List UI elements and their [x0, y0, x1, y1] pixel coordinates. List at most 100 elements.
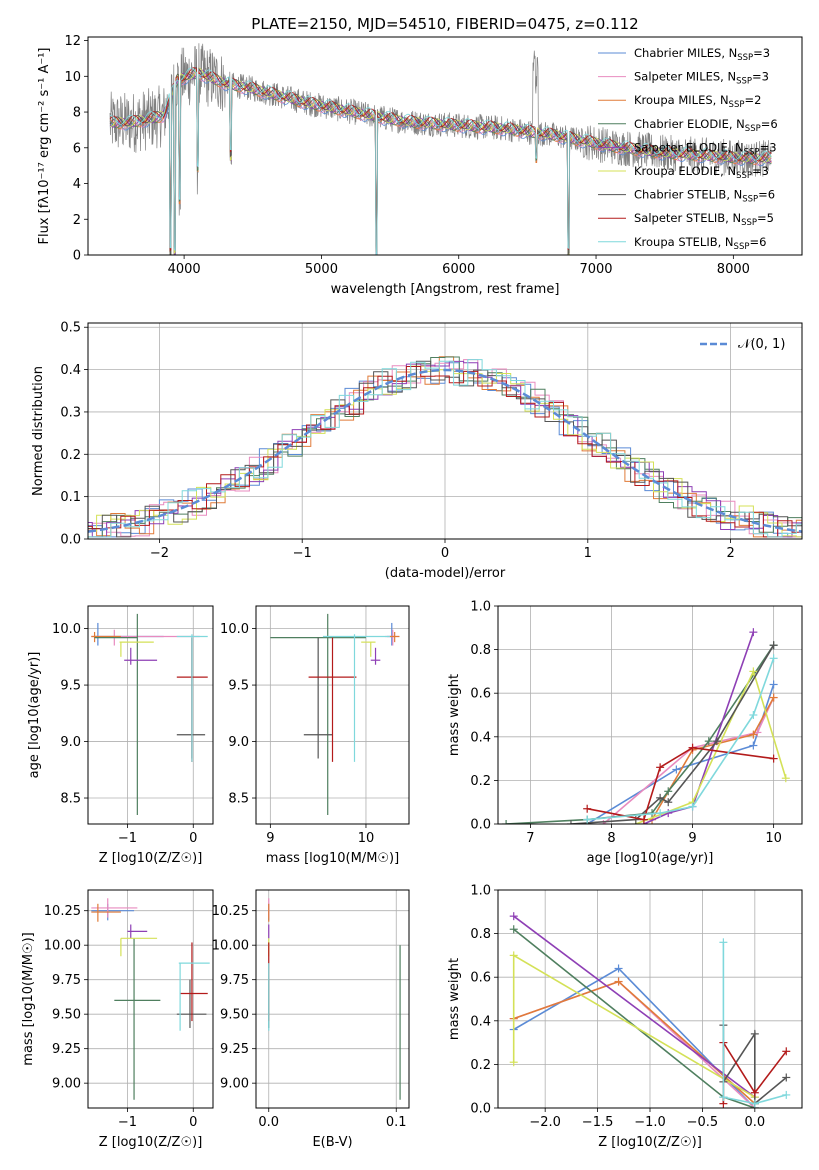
weight-marker: [769, 754, 778, 763]
legend-label-1: Salpeter MILES, NSSP=3: [634, 70, 769, 87]
x-tick-label: −2: [150, 546, 169, 561]
y-tick-label: 10.25: [212, 904, 249, 919]
weight-marker: [712, 737, 721, 746]
errorbar-point-2: [389, 631, 400, 643]
y-axis-label: mass weight: [447, 958, 462, 1040]
errorbar-point-3: [94, 613, 138, 815]
legend-label-sub: SSP: [744, 147, 760, 157]
x-axis-label: (data-model)/error: [385, 566, 506, 581]
axes-frame: [87, 36, 803, 256]
weight-series-6: [570, 644, 775, 824]
y-tick-label: 9.50: [52, 1008, 81, 1023]
legend-label-sub: SSP: [734, 242, 750, 252]
weight-series-5: [635, 669, 787, 824]
errorbar-point-4: [127, 924, 148, 939]
plot-area-weight-vs-age: [502, 628, 790, 824]
weight-marker: [656, 793, 665, 802]
x-tick-label: 4000: [168, 262, 201, 277]
weight-marker: [656, 763, 665, 772]
observed-spectrum: [109, 43, 772, 255]
x-tick-label: 0.0: [258, 1115, 279, 1130]
legend-label-suffix: =3: [752, 70, 769, 84]
legend-label-suffix: =5: [757, 211, 774, 225]
model-spectrum-1: [109, 71, 772, 255]
plot-layer: 4000 5000 6000 7000 8000024681012wavelength …: [21, 34, 803, 1150]
x-tick-label: 0.1: [386, 1115, 407, 1130]
weight-series-3: [506, 644, 775, 824]
grid-mass-vs-EBV: [256, 890, 409, 1108]
legend-label-suffix: =3: [752, 164, 769, 178]
x-tick-label: 9: [266, 831, 274, 846]
panel-age-vs-mass: 9 10 8.5 9.0 9.5 10.0 mass [log10(M/M☉)]: [220, 605, 410, 866]
weight-series-1: [602, 697, 775, 824]
axes-frame: [87, 322, 803, 540]
weight-marker: [583, 804, 592, 813]
errorbar-point-1: [91, 898, 138, 918]
weight-marker: [656, 809, 665, 818]
x-tick-label: 5000: [305, 262, 338, 277]
x-tick-label: −1.5: [582, 1115, 614, 1130]
axes-frame: [497, 605, 803, 825]
y-tick-label: 0.1: [60, 490, 81, 505]
legend-label-text: Kroupa MILES, N: [634, 93, 729, 107]
legend-label-text: Kroupa STELIB, N: [634, 235, 734, 249]
x-tick-label: −1: [118, 831, 137, 846]
model-spectrum-8: [109, 67, 772, 255]
legend-label-7: Salpeter STELIB, NSSP=5: [634, 211, 774, 228]
legend-label-suffix: =6: [761, 117, 778, 131]
y-tick-label: 2: [73, 213, 81, 228]
x-axis-label: wavelength [Angstrom, rest frame]: [331, 282, 560, 297]
panel-mass-vs-Z: −1 0 9.00 9.25 9.50 9.75 10.00 10.25 Z [log10(Z/…: [21, 889, 214, 1150]
y-tick-label: 0.4: [60, 363, 81, 378]
panel-weight-vs-Z: −2.0 −1.5 −1.0 −0.5 0.0 0.0 0.2 0.4 0.6 0.8 1.0 Z […: [447, 884, 803, 1150]
axes-frame: [87, 605, 214, 825]
histogram-6: [88, 360, 802, 538]
y-tick-label: 0.2: [470, 1058, 491, 1073]
weight-marker: [509, 1058, 518, 1067]
weight-marker: [688, 802, 697, 811]
weight-marker: [749, 628, 758, 637]
y-tick-label: 0.2: [60, 448, 81, 463]
legend-label-5: Kroupa ELODIE, NSSP=3: [634, 164, 769, 181]
y-tick-label: 0.8: [470, 643, 491, 658]
weight-marker: [749, 741, 758, 750]
legend-label-2: Kroupa MILES, NSSP=2: [634, 93, 761, 110]
weight-marker: [639, 815, 648, 824]
histogram-7: [88, 366, 802, 538]
errorbar-point-6: [303, 637, 333, 759]
panel-mass-vs-EBV: 0.0 0.1 9.00 9.25 9.50 9.75 10.00 10.25 E(B-V): [212, 889, 410, 1150]
plot-area-residuals: [88, 356, 802, 538]
legend-label-4: Salpeter ELODIE, NSSP=3: [634, 140, 777, 157]
y-tick-label: 1.0: [470, 600, 491, 615]
x-axis-label: Z [log10(Z/Z☉)]: [99, 851, 203, 866]
y-tick-label: 0.5: [60, 321, 81, 336]
x-tick-label: 9: [688, 831, 696, 846]
x-tick-label: −1: [118, 1115, 137, 1130]
legend-label-0: Chabrier MILES, NSSP=3: [634, 46, 770, 63]
histogram-8: [88, 359, 802, 538]
legend-label-suffix: =6: [749, 235, 766, 249]
legend-label-sub: SSP: [742, 195, 758, 205]
y-tick-label: 0.4: [470, 730, 491, 745]
y-axis-label: age [log10(age/yr)]: [27, 652, 42, 779]
x-tick-label: −1: [293, 546, 312, 561]
grid-weight-vs-Z: [498, 889, 802, 1109]
weight-marker: [502, 820, 511, 824]
model-spectrum-5: [109, 67, 772, 255]
y-tick-label: 1.0: [470, 884, 491, 899]
errorbar-point-8: [178, 962, 210, 1031]
plot-area-weight-vs-Z: [509, 912, 791, 1108]
weight-marker: [631, 815, 640, 824]
y-axis-label: mass [log10(M/M☉)]: [21, 932, 36, 1065]
y-tick-label: 4: [73, 177, 81, 192]
weight-marker: [781, 774, 790, 783]
y-tick-label: 0.0: [470, 818, 491, 833]
y-axis-label: Flux [fλ10⁻¹⁷ erg cm⁻² s⁻¹ A⁻¹]: [37, 48, 52, 245]
weight-marker: [509, 925, 518, 934]
errorbar-point-8: [176, 634, 208, 762]
y-tick-label: 9.0: [228, 735, 249, 750]
legend-label-3: Chabrier ELODIE, NSSP=6: [634, 117, 778, 134]
y-tick-label: 10.0: [220, 622, 249, 637]
legend-label-sub: SSP: [736, 171, 752, 181]
weight-marker: [749, 730, 758, 739]
